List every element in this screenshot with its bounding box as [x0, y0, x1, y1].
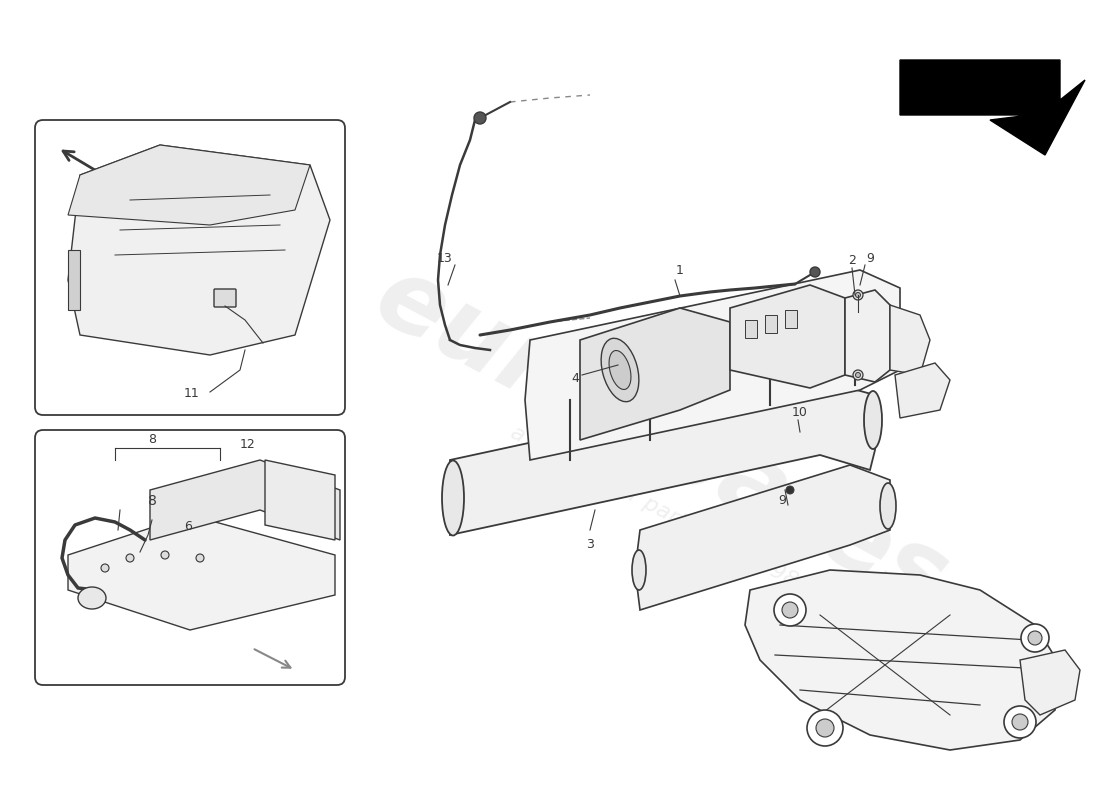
Polygon shape: [150, 460, 340, 540]
Circle shape: [810, 267, 820, 277]
Circle shape: [1021, 624, 1049, 652]
Polygon shape: [448, 380, 874, 535]
Circle shape: [774, 594, 806, 626]
Polygon shape: [900, 60, 1085, 155]
Text: 1: 1: [676, 265, 684, 278]
Polygon shape: [745, 570, 1060, 750]
Text: eurospares: eurospares: [358, 249, 962, 631]
Circle shape: [101, 564, 109, 572]
Circle shape: [852, 370, 864, 380]
Circle shape: [1028, 631, 1042, 645]
Ellipse shape: [632, 550, 646, 590]
Text: 11: 11: [184, 387, 200, 400]
Text: 8: 8: [147, 494, 156, 508]
Polygon shape: [68, 145, 330, 355]
Text: 2: 2: [848, 254, 856, 266]
Ellipse shape: [880, 483, 896, 529]
Polygon shape: [265, 460, 336, 540]
Circle shape: [1012, 714, 1028, 730]
Polygon shape: [730, 285, 845, 388]
Polygon shape: [895, 363, 950, 418]
Text: a passion for parts since 1985: a passion for parts since 1985: [507, 422, 813, 598]
Polygon shape: [525, 270, 900, 460]
Circle shape: [856, 373, 860, 378]
Polygon shape: [890, 305, 930, 375]
Text: 4: 4: [571, 371, 579, 385]
Text: 9: 9: [866, 251, 873, 265]
Circle shape: [196, 554, 204, 562]
Text: 8: 8: [148, 433, 156, 446]
Ellipse shape: [601, 338, 639, 402]
Circle shape: [126, 554, 134, 562]
Circle shape: [856, 293, 860, 298]
Text: 9: 9: [778, 494, 785, 506]
Polygon shape: [635, 465, 890, 610]
Ellipse shape: [78, 587, 106, 609]
Circle shape: [852, 290, 864, 300]
Circle shape: [786, 486, 794, 494]
Ellipse shape: [442, 461, 464, 535]
Circle shape: [474, 112, 486, 124]
FancyBboxPatch shape: [35, 430, 345, 685]
Polygon shape: [68, 145, 310, 225]
FancyBboxPatch shape: [35, 120, 345, 415]
FancyBboxPatch shape: [214, 289, 236, 307]
Polygon shape: [845, 290, 890, 382]
Bar: [745, 320, 757, 338]
Circle shape: [807, 710, 843, 746]
Polygon shape: [580, 308, 730, 440]
Polygon shape: [68, 515, 336, 630]
Circle shape: [782, 602, 797, 618]
Text: 3: 3: [586, 538, 594, 551]
Text: 6: 6: [184, 520, 191, 533]
Polygon shape: [1020, 650, 1080, 715]
Ellipse shape: [609, 350, 631, 390]
Text: 12: 12: [240, 438, 256, 451]
Bar: [785, 310, 798, 328]
Text: 10: 10: [792, 406, 807, 418]
Text: 13: 13: [437, 251, 453, 265]
Ellipse shape: [864, 391, 882, 449]
Polygon shape: [68, 250, 80, 310]
Circle shape: [1004, 706, 1036, 738]
Circle shape: [816, 719, 834, 737]
Circle shape: [161, 551, 169, 559]
Bar: [764, 315, 777, 333]
